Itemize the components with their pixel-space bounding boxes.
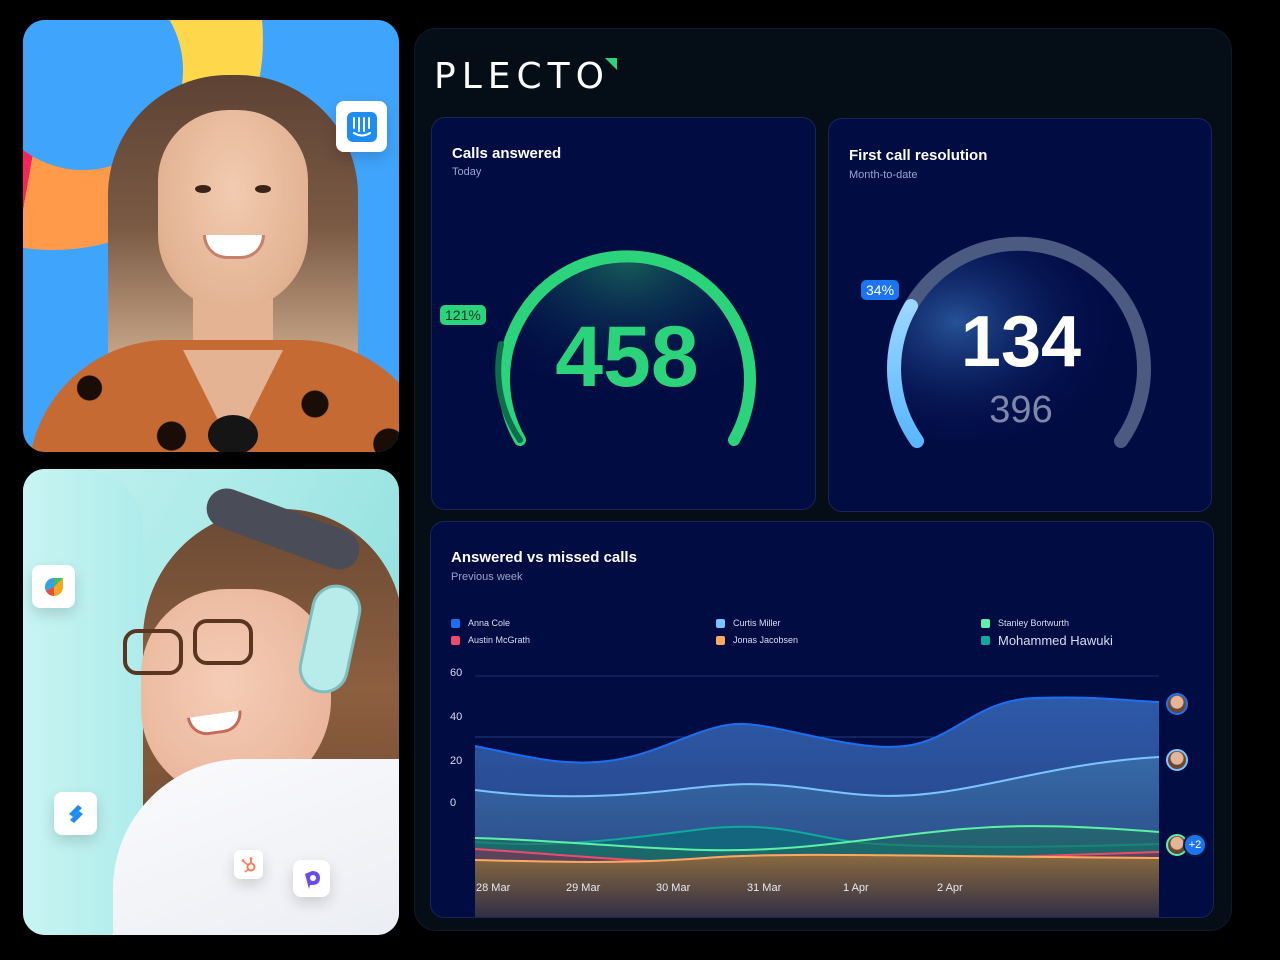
legend-item[interactable]: Mohammed Hawuki [981,633,1113,648]
legend-swatch [981,636,990,645]
person-face [158,110,308,310]
avatar-anna-cole[interactable] [1166,693,1188,715]
legend-label: Curtis Miller [733,618,781,628]
widget-subtitle: Month-to-date [849,169,918,181]
gauge-chart [495,250,756,446]
widget-title: First call resolution [849,147,988,164]
calls-answered-value: 458 [555,309,699,405]
x-axis-tick: 2 Apr [937,882,963,894]
percentage-badge: 34% [861,280,900,300]
plecto-logo: PLECTO [434,56,610,97]
legend-swatch [451,635,460,645]
legend-label: Mohammed Hawuki [998,633,1113,648]
legend-label: Stanley Bortwurth [998,618,1070,628]
freshdesk-tile [32,565,75,608]
widget-title: Answered vs missed calls [451,549,637,566]
legend-swatch [716,618,725,628]
legend-swatch [451,618,460,628]
x-axis-tick: 30 Mar [656,882,691,894]
y-axis-tick: 60 [450,667,463,679]
avatar-curtis-miller[interactable] [1166,749,1188,771]
customer-photo-2 [23,469,399,935]
legend-label: Austin McGrath [468,635,531,645]
legend-label: Anna Cole [468,618,511,628]
hubspot-icon [241,856,255,873]
pipedrive-tile [293,860,330,897]
intercom-icon [346,111,377,142]
glasses-lens [193,619,253,665]
helpscout-icon [68,804,83,823]
logo-accent-icon [605,58,617,70]
first-call-resolution-widget[interactable]: First call resolution Month-to-date 34% … [828,118,1212,512]
gauge-chart [887,236,1151,448]
legend-swatch [716,635,725,645]
widget-subtitle: Today [452,166,482,178]
person-necklace [208,415,258,452]
y-axis-tick: 20 [450,755,463,767]
person-eye [255,185,271,193]
glasses-lens [123,629,183,675]
legend-item[interactable]: Curtis Miller [716,618,781,628]
y-axis-tick: 40 [450,711,463,723]
legend-swatch [981,618,990,628]
person-eye [195,185,211,193]
legend-item[interactable]: Jonas Jacobsen [716,635,798,645]
y-axis-tick: 0 [450,797,457,809]
calls-answered-widget[interactable]: Calls answered Today 121% 458 [431,117,816,510]
legend-label: Jonas Jacobsen [733,635,799,645]
percentage-badge: 121% [440,305,486,325]
hubspot-tile [234,850,263,879]
fcr-target: 396 [989,389,1053,431]
x-axis-tick: 31 Mar [747,882,782,894]
answered-vs-missed-widget[interactable]: Answered vs missed calls Previous week A… [430,521,1214,918]
fcr-value: 134 [960,302,1082,382]
person-shirt [113,759,399,935]
intercom-tile [336,101,387,152]
helpscout-tile [54,792,97,835]
legend-item[interactable]: Austin McGrath [451,635,530,645]
legend-item[interactable]: Stanley Bortwurth [981,618,1069,628]
legend-item[interactable]: Anna Cole [451,618,510,628]
pipedrive-icon [304,870,320,889]
area-chart [475,675,1159,917]
x-axis-tick: 29 Mar [566,882,601,894]
x-axis-tick: 1 Apr [843,882,869,894]
widget-title: Calls answered [452,145,562,162]
freshdesk-icon [44,577,63,596]
x-axis-tick: 28 Mar [476,882,511,894]
more-avatars-button[interactable]: +2 [1183,833,1207,857]
customer-photo-1 [23,20,399,452]
widget-subtitle: Previous week [451,571,523,583]
